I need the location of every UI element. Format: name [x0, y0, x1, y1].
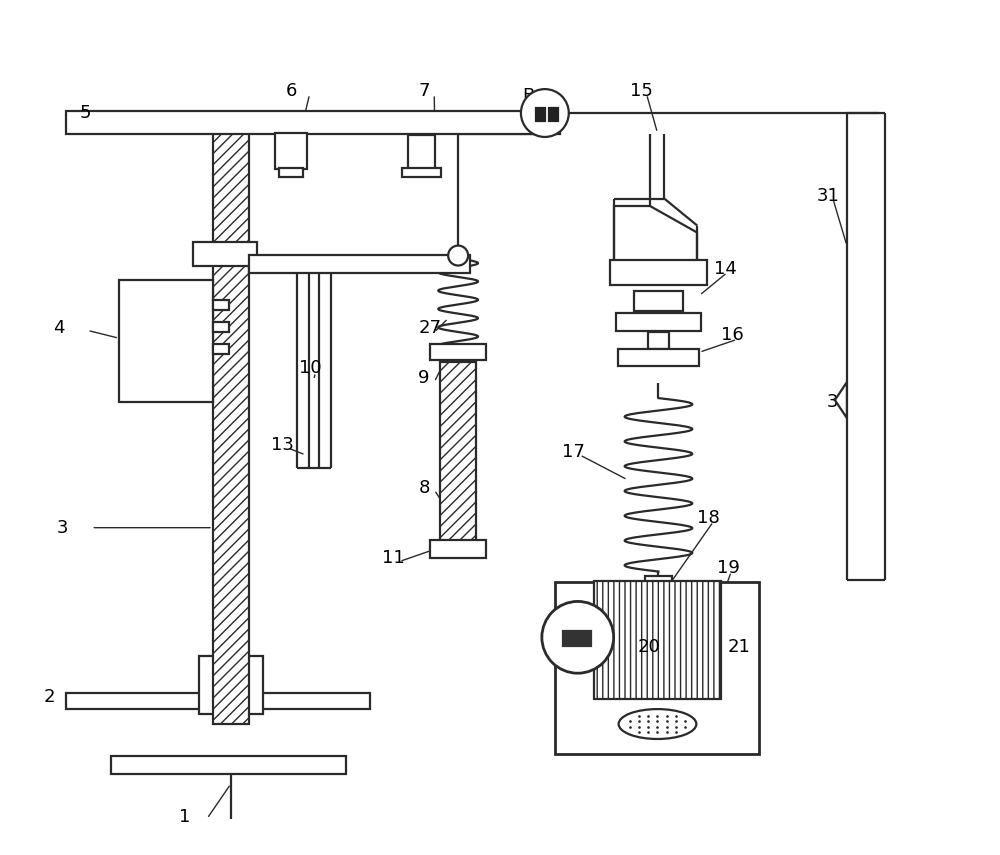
Bar	[430, 345, 486, 360]
Bar	[249, 255, 470, 273]
Text: 1: 1	[179, 808, 190, 826]
Text: 7: 7	[418, 82, 430, 100]
Bar	[193, 242, 257, 266]
Circle shape	[542, 601, 614, 673]
Text: 16: 16	[721, 327, 744, 345]
Text: 31: 31	[817, 186, 840, 204]
Text: 6: 6	[286, 82, 297, 100]
Bar	[618, 349, 699, 366]
Bar	[402, 168, 441, 177]
Bar	[111, 756, 346, 774]
Text: B: B	[522, 87, 534, 105]
Text: 4: 4	[53, 319, 65, 338]
Bar	[119, 280, 213, 402]
Text: 2: 2	[43, 688, 55, 706]
Bar	[66, 111, 560, 134]
Bar	[610, 260, 707, 286]
Bar	[213, 345, 229, 354]
Text: 14: 14	[714, 260, 737, 278]
Bar	[648, 333, 669, 349]
Bar	[549, 108, 558, 121]
Bar	[213, 300, 229, 310]
Bar	[555, 582, 759, 754]
Text: 18: 18	[697, 509, 720, 527]
Bar	[199, 657, 263, 714]
Bar	[634, 292, 683, 311]
Bar	[594, 581, 721, 699]
Bar	[616, 314, 701, 332]
Bar	[279, 168, 303, 177]
Text: 15: 15	[630, 82, 652, 100]
Bar	[213, 131, 249, 724]
Text: 9: 9	[418, 369, 430, 387]
Ellipse shape	[619, 709, 696, 739]
Bar	[440, 363, 476, 555]
Bar	[536, 108, 545, 121]
Text: 39: 39	[827, 393, 850, 411]
Bar	[645, 575, 672, 598]
Text: 11: 11	[382, 549, 405, 567]
Bar	[563, 631, 591, 646]
Bar	[430, 540, 486, 557]
Text: A: A	[578, 642, 590, 660]
Text: 13: 13	[271, 436, 294, 454]
Text: 17: 17	[562, 443, 585, 461]
Bar	[408, 135, 435, 168]
Text: 3: 3	[56, 519, 68, 537]
Polygon shape	[835, 382, 847, 418]
Text: 19: 19	[717, 558, 740, 576]
Text: 8: 8	[418, 479, 430, 497]
Circle shape	[448, 245, 468, 266]
Text: 5: 5	[79, 104, 91, 122]
Bar	[66, 693, 370, 709]
Text: 21: 21	[727, 639, 750, 657]
Text: 27: 27	[418, 319, 441, 338]
Bar	[213, 322, 229, 333]
Text: 20: 20	[638, 639, 660, 657]
Bar	[275, 133, 307, 168]
Text: 10: 10	[299, 359, 321, 377]
Circle shape	[521, 89, 569, 137]
